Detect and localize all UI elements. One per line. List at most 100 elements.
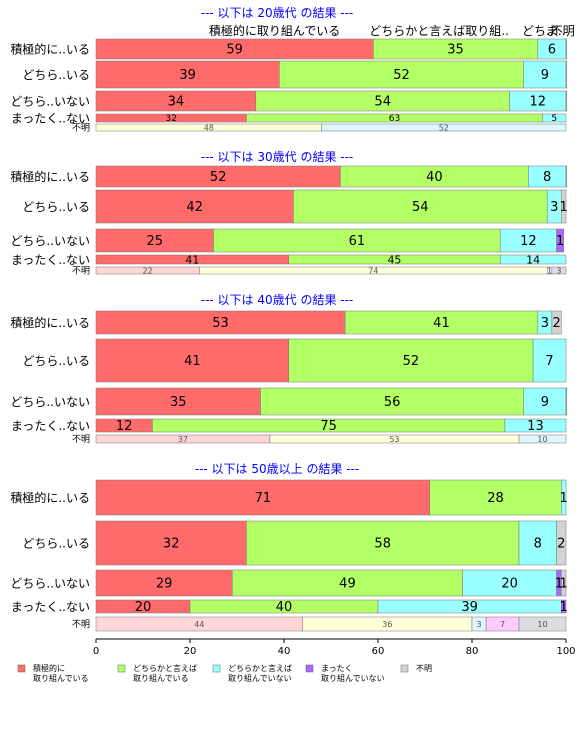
bar-segment-2-2-1 [260,387,524,416]
bar-segment-2-0-4 [551,310,562,335]
segment-label-1-1-0: 42 [186,200,203,215]
segment-label-3-0-2: 1 [560,491,568,506]
bar-segment-0-1-0 [95,60,280,89]
segment-label-2-4-1: 53 [389,435,399,444]
segment-label-2-4-2: 10 [537,435,547,444]
top-header-4: 不明 [551,24,575,38]
segment-label-1-2-3: 1 [556,234,564,249]
segment-label-0-2-0: 34 [168,95,185,110]
panel-title-2: --- 以下は 40歳代 の結果 --- [201,293,354,307]
segment-label-3-1-2: 8 [534,537,542,552]
panel-title-3: --- 以下は 50歳以上 の結果 --- [195,462,360,476]
segment-label-2-1-0: 41 [184,354,201,369]
bar-segment-0-0-4 [565,38,568,60]
row-label-0-3: まったく..ない [11,111,90,125]
segment-label-3-1-4: 2 [557,537,565,552]
bar-segment-2-4-2 [518,434,567,444]
segment-label-1-3-2: 14 [526,253,540,266]
segment-label-1-3-0: 41 [185,253,199,266]
row-label-2-2: どちら..いない [10,395,90,409]
segment-label-3-0-0: 71 [255,491,272,506]
segment-label-1-3-1: 45 [387,253,401,266]
row-label-3-0: 積極的に..いる [10,490,90,505]
bar-segment-0-4-2 [321,123,567,132]
row-label-1-4: 不明 [72,266,90,277]
bar-segment-2-1-1 [288,338,534,383]
segment-label-0-2-2: 12 [530,95,547,110]
segment-label-0-4-2: 52 [439,123,449,132]
legend-swatch-2 [212,664,221,673]
row-label-2-0: 積極的に..いる [10,315,90,330]
top-header-2: どち.. [522,24,554,38]
row-label-3-1: どちら..いる [22,536,90,550]
top-header-0: 積極的に取り組んでいる [209,23,340,38]
segment-label-3-2-1: 49 [339,577,356,592]
segment-label-1-0-2: 8 [543,170,551,185]
legend-label-1-1: 取り組んでいる [133,673,189,683]
bar-segment-1-2-3 [556,228,564,253]
segment-label-3-4-2: 3 [477,620,482,629]
segment-label-2-2-0: 35 [170,395,187,410]
segment-label-2-4-0: 37 [178,435,188,444]
segment-label-2-1-2: 7 [545,354,553,369]
segment-label-1-4-2: 1 [547,266,552,275]
segment-label-3-3-0: 20 [135,600,152,615]
bar-segment-2-2-2 [523,387,567,416]
segment-label-0-2-1: 54 [374,95,391,110]
x-tick-label-2: 40 [278,646,291,657]
bar-segment-1-1-1 [293,189,548,224]
top-header-3: ま.. [546,24,566,38]
legend-swatch-0 [17,664,26,673]
top-header-1: どちらかと言えば取り組.. [369,24,509,38]
segment-label-3-2-2: 20 [501,577,518,592]
x-tick-label-4: 80 [466,646,479,657]
panel-title-0: --- 以下は 20歳代 の結果 --- [201,6,354,20]
legend-swatch-1 [117,664,126,673]
legend-label-0-1: 取り組んでいる [33,673,89,683]
bar-segment-0-1-1 [279,60,524,89]
segment-label-1-2-0: 25 [146,234,163,249]
legend-label-2-1: 取り組んでいない [228,673,292,683]
segment-label-0-0-0: 59 [226,43,243,58]
row-label-1-3: まったく..ない [11,253,90,267]
segment-label-2-2-2: 9 [541,395,549,410]
segment-label-3-0-1: 28 [487,491,504,506]
segment-label-3-2-3: 1 [555,577,563,592]
row-label-2-3: まったく..ない [11,419,90,433]
bar-segment-3-0-1 [429,479,562,516]
segment-label-2-0-1: 41 [433,316,450,331]
bar-segment-2-3-2 [504,418,567,433]
bar-segment-3-2-2 [462,569,557,597]
segment-label-0-0-1: 35 [447,43,464,58]
segment-label-0-0-2: 6 [548,43,556,58]
bar-segment-3-2-0 [95,569,233,597]
segment-label-3-3-1: 40 [276,600,293,615]
segment-label-2-0-4: 2 [552,316,560,331]
bar-segment-3-1-2 [518,520,557,566]
segment-label-0-1-0: 39 [179,68,196,83]
bar-segment-3-0-0 [95,479,430,516]
segment-label-1-2-1: 61 [349,234,366,249]
segment-label-0-3-1: 63 [389,114,400,124]
row-label-2-1: どちら..いる [22,354,90,368]
x-tick-label-5: 100 [556,646,575,657]
segment-label-3-2-0: 29 [156,577,173,592]
bar-segment-1-4-4 [551,266,567,275]
segment-label-1-1-2: 3 [550,200,558,215]
row-label-1-1: どちら..いる [22,200,90,214]
legend-swatch-4 [400,664,409,673]
segment-label-3-1-1: 58 [374,537,391,552]
segment-label-3-3-2: 39 [461,600,478,615]
bar-segment-3-1-4 [556,520,567,566]
bar-segment-1-3-2 [499,254,567,265]
segment-label-0-3-2: 5 [551,114,557,124]
segment-label-2-0-2: 3 [541,316,549,331]
segment-label-3-1-0: 32 [163,537,180,552]
row-label-2-4: 不明 [72,434,90,445]
legend-label-3-0: まったく [321,664,353,673]
bar-segment-1-0-4 [565,165,568,188]
segment-label-1-0-0: 52 [210,170,227,185]
x-tick-label-0: 0 [93,646,99,657]
bar-segment-1-1-0 [95,189,294,224]
